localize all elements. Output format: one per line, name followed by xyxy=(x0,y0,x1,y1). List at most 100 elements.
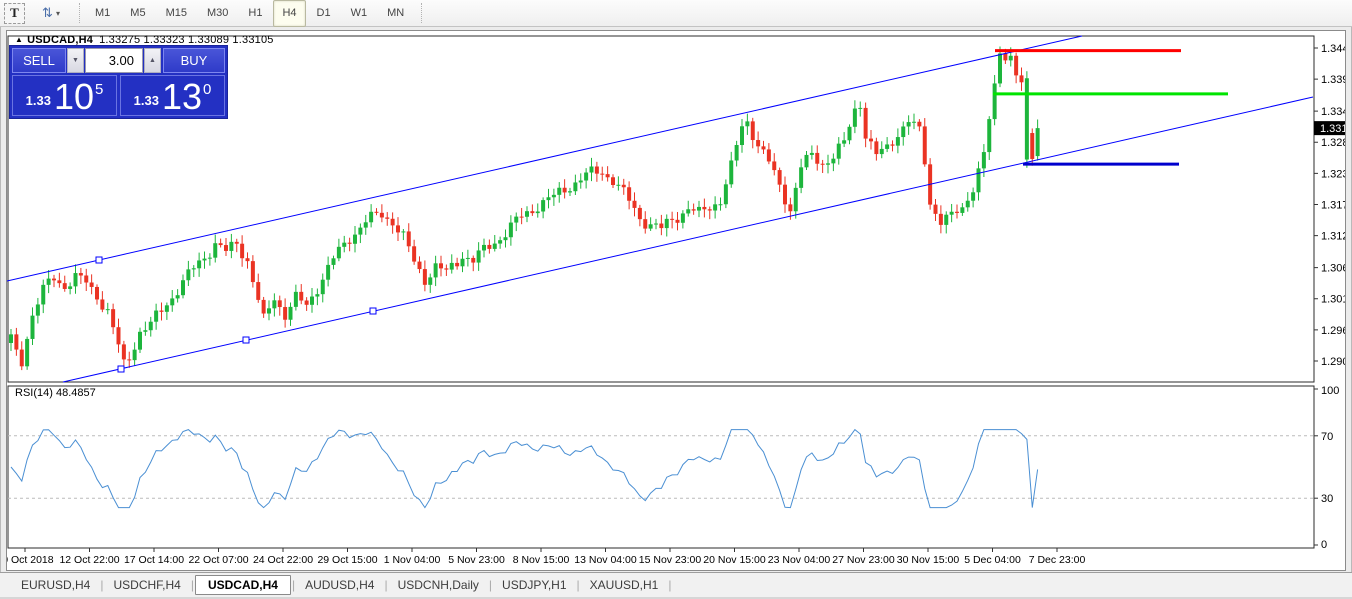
sell-price-display[interactable]: 1.33 10 5 xyxy=(12,75,117,116)
volume-increase-button[interactable]: ▲ xyxy=(144,48,161,73)
tab-separator: | xyxy=(488,578,493,592)
sell-price-prefix: 1.33 xyxy=(25,93,51,108)
top-toolbar: T ⇅ ▾ M1 M5 M15 M30 H1 H4 D1 W1 MN xyxy=(0,0,1352,27)
trade-levels-tool[interactable]: ⇅ ▾ xyxy=(31,4,71,23)
svg-text:27 Nov 23:00: 27 Nov 23:00 xyxy=(832,554,895,566)
svg-text:70: 70 xyxy=(1321,431,1333,443)
timeframe-button-h1[interactable]: H1 xyxy=(248,7,263,19)
svg-text:15 Nov 23:00: 15 Nov 23:00 xyxy=(639,554,702,566)
svg-text:24 Oct 22:00: 24 Oct 22:00 xyxy=(253,554,313,566)
buy-price-point: 0 xyxy=(203,81,212,98)
rsi-value: 48.4857 xyxy=(55,387,96,399)
timeframe-button-m1[interactable]: M1 xyxy=(95,7,111,19)
svg-text:10 Oct 2018: 10 Oct 2018 xyxy=(7,554,54,566)
timeframe-group: M1 M5 M15 M30 H1 H4 D1 W1 MN xyxy=(86,0,413,27)
symbol-direction-icon: ▲ xyxy=(15,35,24,44)
svg-text:1 Nov 04:00: 1 Nov 04:00 xyxy=(384,554,441,566)
svg-text:1.30145: 1.30145 xyxy=(1321,294,1345,306)
buy-price-display[interactable]: 1.33 13 0 xyxy=(120,75,225,116)
tab-separator: | xyxy=(100,578,104,592)
chart-tab-usdcad[interactable]: USDCAD,H4 xyxy=(194,575,291,595)
chart-title: ▲ USDCAD,H4 1.33275 1.33323 1.33089 1.3310… xyxy=(15,34,274,46)
toolbar-separator xyxy=(421,3,423,23)
ohlc-open: 1.33275 xyxy=(99,34,141,46)
svg-text:30 Nov 15:00: 30 Nov 15:00 xyxy=(897,554,960,566)
svg-text:1.32860: 1.32860 xyxy=(1321,137,1345,149)
ohlc-close: 1.33105 xyxy=(232,34,274,46)
svg-text:1.34495: 1.34495 xyxy=(1321,43,1345,55)
channel-handle[interactable] xyxy=(369,307,377,315)
timeframe-button-h4[interactable]: H4 xyxy=(273,0,306,27)
chart-window: ▲ USDCAD,H4 1.33275 1.33323 1.33089 1.3310… xyxy=(6,30,1346,571)
one-click-trading-panel: SELL ▼ ▲ BUY 1.33 10 5 1.33 13 0 xyxy=(9,45,228,119)
svg-text:1.31780: 1.31780 xyxy=(1321,200,1345,212)
timeframe-button-d1[interactable]: D1 xyxy=(316,7,331,19)
sell-price-point: 5 xyxy=(95,81,104,98)
rsi-name: RSI(14) xyxy=(15,387,53,399)
timeframe-button-mn[interactable]: MN xyxy=(387,7,405,19)
tab-separator: | xyxy=(190,578,194,592)
chart-tab-audusd[interactable]: AUDUSD,H4 xyxy=(305,578,375,592)
timeframe-button-m5[interactable]: M5 xyxy=(130,7,146,19)
svg-text:13 Nov 04:00: 13 Nov 04:00 xyxy=(574,554,637,566)
svg-text:5 Nov 23:00: 5 Nov 23:00 xyxy=(448,554,505,566)
sell-button[interactable]: SELL xyxy=(12,48,66,73)
price-axis: 1.34495 1.33955 1.33400 1.32860 1.32320 1.317… xyxy=(1314,43,1345,368)
rsi-indicator-label: RSI(14) 48.4857 xyxy=(15,387,96,399)
svg-text:17 Oct 14:00: 17 Oct 14:00 xyxy=(124,554,184,566)
svg-text:100: 100 xyxy=(1321,385,1339,397)
rsi-axis: 100 70 30 0 xyxy=(1314,385,1339,551)
svg-text:20 Nov 15:00: 20 Nov 15:00 xyxy=(703,554,766,566)
time-axis: 10 Oct 2018 12 Oct 22:00 17 Oct 14:00 22 Oc… xyxy=(7,548,1085,566)
channel-handle[interactable] xyxy=(242,336,250,344)
trade-levels-icon: ⇅ xyxy=(42,5,53,20)
svg-text:1.29605: 1.29605 xyxy=(1321,325,1345,337)
sell-price-pips: 10 xyxy=(53,76,94,117)
tab-separator: | xyxy=(576,578,580,592)
svg-text:12 Oct 22:00: 12 Oct 22:00 xyxy=(59,554,119,566)
volume-input[interactable] xyxy=(85,48,143,73)
ohlc-high: 1.33323 xyxy=(143,34,185,46)
svg-text:1.33955: 1.33955 xyxy=(1321,74,1345,86)
svg-text:1.32320: 1.32320 xyxy=(1321,168,1345,180)
tab-separator: | xyxy=(291,578,296,592)
chart-tab-xauusd[interactable]: XAUUSD,H1 xyxy=(589,578,659,592)
svg-text:1.33400: 1.33400 xyxy=(1321,106,1345,118)
svg-text:22 Oct 07:00: 22 Oct 07:00 xyxy=(188,554,248,566)
rsi-plot-border xyxy=(7,385,1315,549)
chart-tab-usdcnh[interactable]: USDCNH,Daily xyxy=(397,578,479,592)
timeframe-button-m30[interactable]: M30 xyxy=(206,7,229,19)
buy-button[interactable]: BUY xyxy=(163,48,225,73)
channel-handle[interactable] xyxy=(117,365,125,373)
chart-tab-bar: EURUSD,H4 | USDCHF,H4 | USDCAD,H4 | AUDUSD,H4 |… xyxy=(0,572,1352,597)
svg-text:0: 0 xyxy=(1321,539,1327,551)
timeframe-button-m15[interactable]: M15 xyxy=(165,7,187,19)
chart-tab-usdjpy[interactable]: USDJPY,H1 xyxy=(502,578,567,592)
toolbar-separator xyxy=(79,3,80,23)
equidistant-channel xyxy=(7,35,1314,383)
current-price-tag: 1.33105 xyxy=(1314,121,1345,136)
svg-text:8 Nov 15:00: 8 Nov 15:00 xyxy=(513,554,570,566)
timeframe-button-w1[interactable]: W1 xyxy=(350,7,368,19)
svg-text:1.31240: 1.31240 xyxy=(1321,231,1345,243)
svg-text:23 Nov 04:00: 23 Nov 04:00 xyxy=(768,554,831,566)
channel-handle[interactable] xyxy=(95,256,103,264)
window-bottom-edge xyxy=(0,597,1352,599)
chart-symbol: USDCAD,H4 xyxy=(27,34,94,46)
svg-text:1.33105: 1.33105 xyxy=(1320,123,1345,135)
chart-tab-usdchf[interactable]: USDCHF,H4 xyxy=(113,578,181,592)
svg-text:1.30685: 1.30685 xyxy=(1321,263,1345,275)
text-label-tool-icon[interactable]: T xyxy=(4,2,25,24)
chevron-down-icon: ▾ xyxy=(55,8,60,18)
svg-text:5 Dec 04:00: 5 Dec 04:00 xyxy=(964,554,1021,566)
chart-tab-eurusd[interactable]: EURUSD,H4 xyxy=(21,578,91,592)
rsi-line xyxy=(10,428,1039,509)
svg-text:7 Dec 23:00: 7 Dec 23:00 xyxy=(1029,554,1086,566)
volume-decrease-button[interactable]: ▼ xyxy=(67,48,84,73)
svg-text:30: 30 xyxy=(1321,493,1333,505)
buy-price-prefix: 1.33 xyxy=(133,93,159,108)
buy-price-pips: 13 xyxy=(161,76,202,117)
svg-text:1.29065: 1.29065 xyxy=(1321,356,1345,368)
tab-separator: | xyxy=(384,578,388,592)
